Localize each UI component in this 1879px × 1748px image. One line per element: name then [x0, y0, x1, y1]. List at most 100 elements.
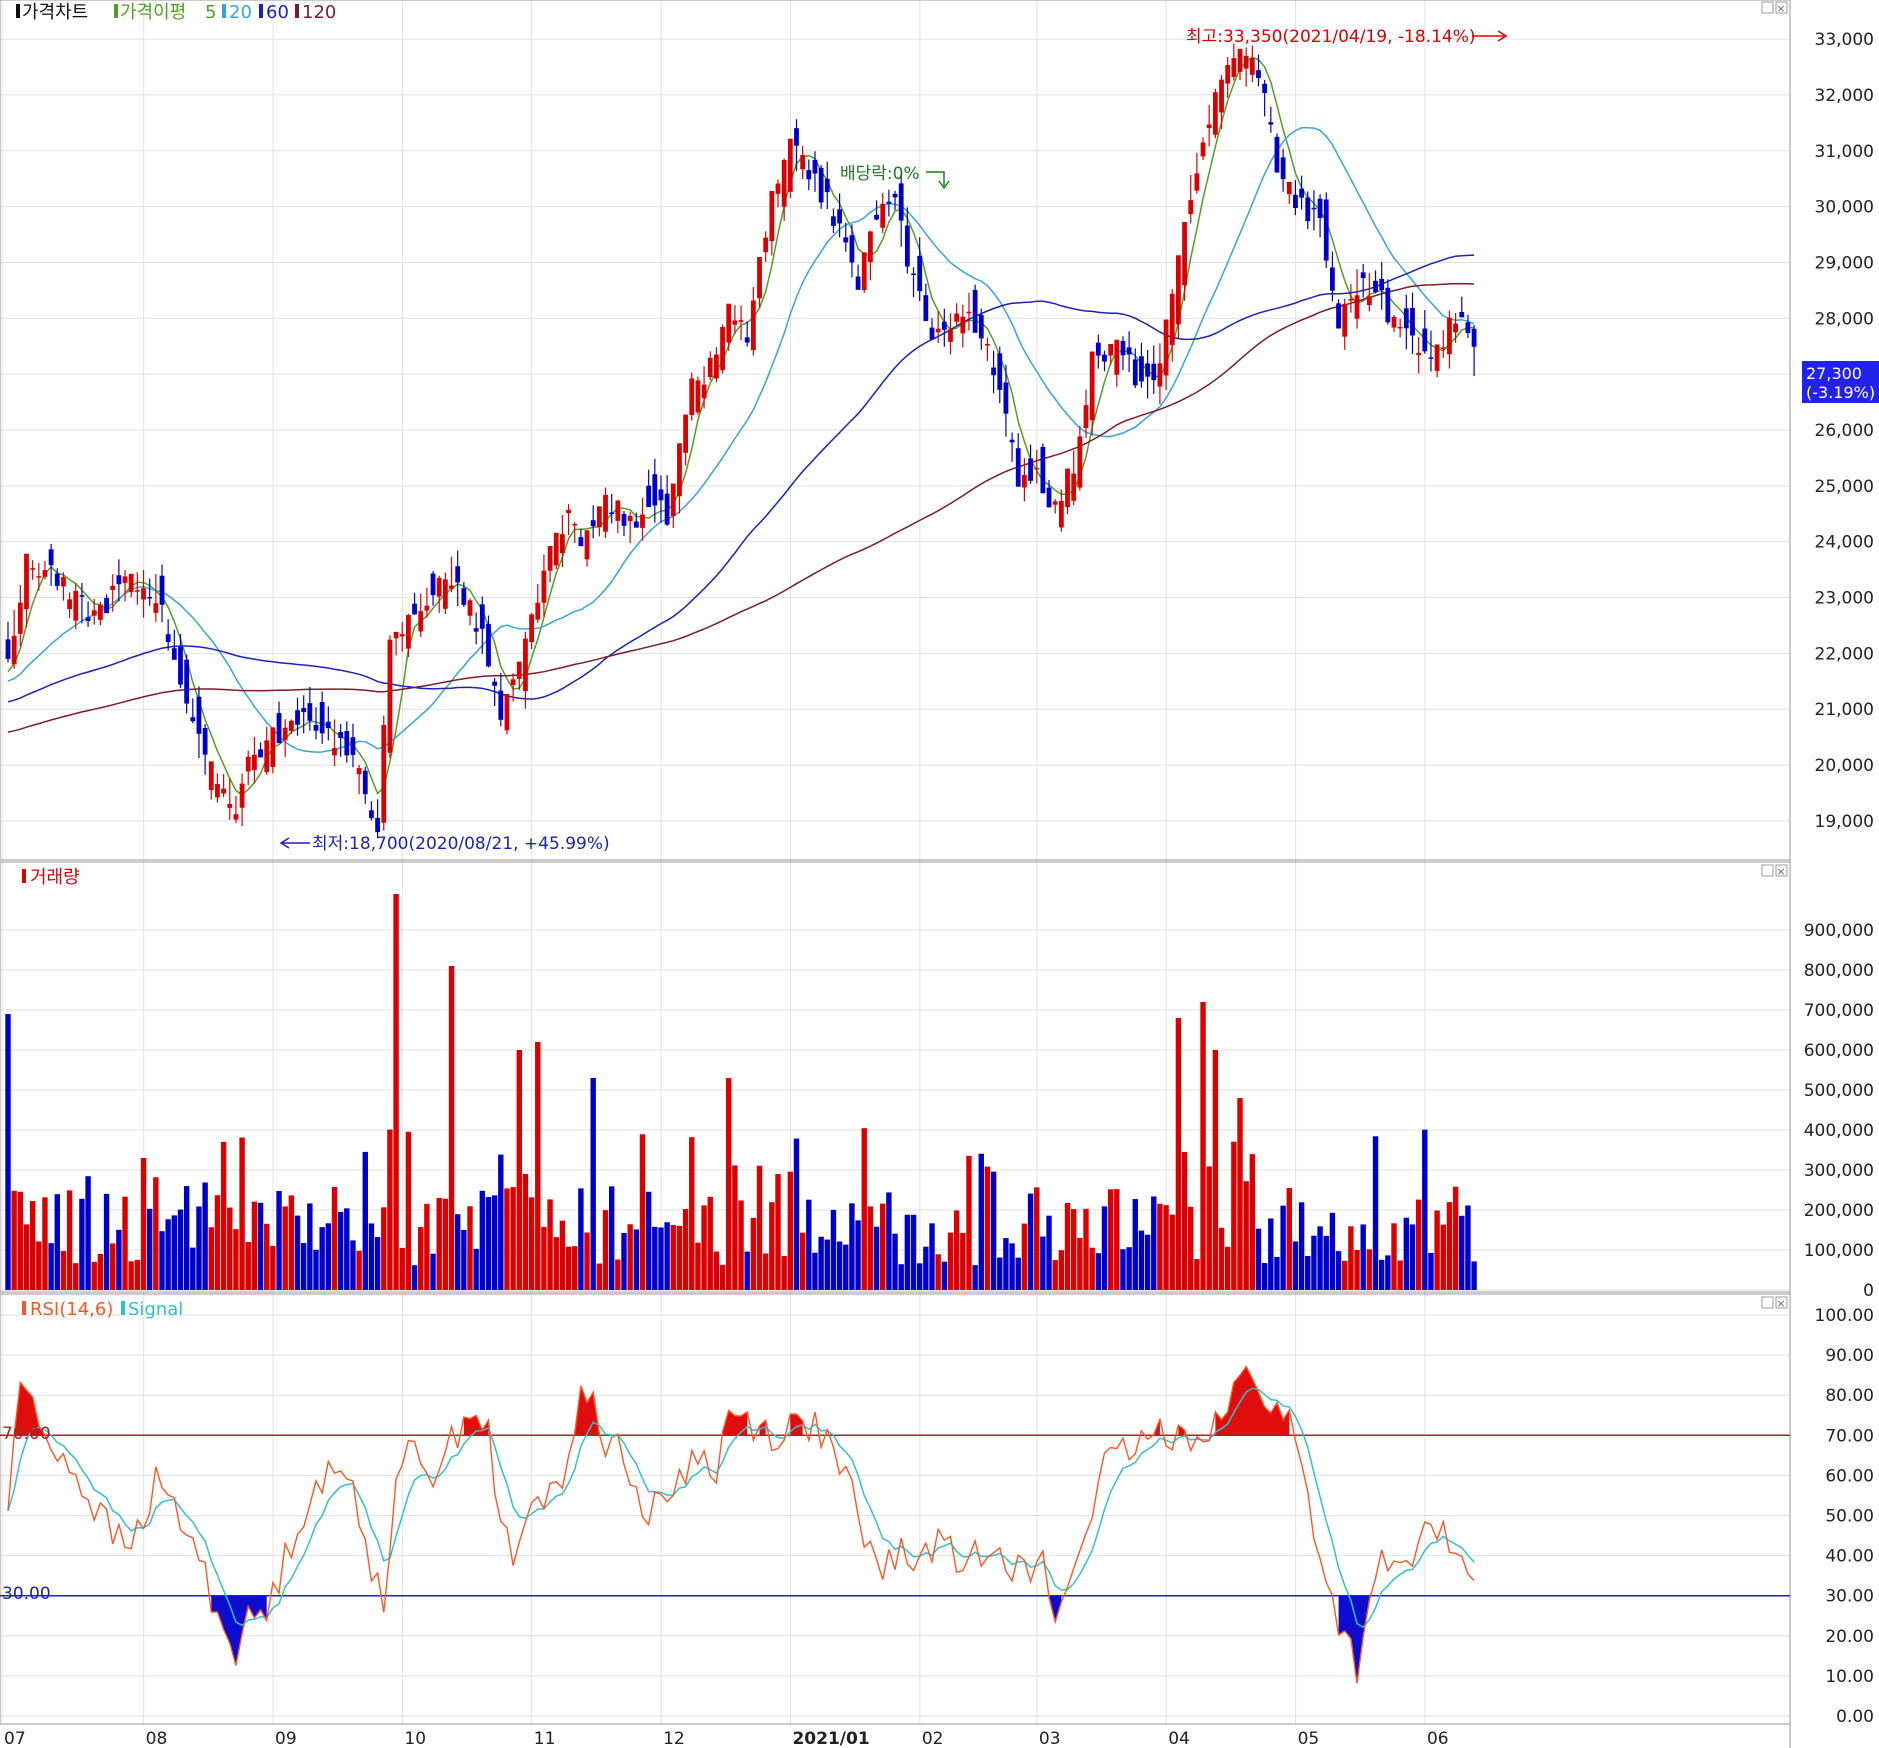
price-y-tick: 24,000 — [1815, 533, 1874, 553]
candle-body — [529, 614, 534, 643]
candle-body — [245, 756, 251, 772]
volume-bar — [849, 1203, 855, 1290]
candle-body — [1391, 316, 1397, 328]
rsi-y-tick: 20.00 — [1825, 1627, 1874, 1647]
volume-bar — [159, 1231, 165, 1290]
volume-bar — [1021, 1223, 1028, 1290]
candle-body — [1163, 319, 1169, 376]
volume-bar — [1422, 1129, 1428, 1290]
candle-body — [1385, 287, 1391, 323]
candle-body — [1188, 200, 1194, 215]
volume-bar — [128, 1261, 134, 1290]
rsi-panel-controls[interactable]: × — [1761, 1296, 1788, 1310]
candle-body — [843, 237, 849, 243]
volume-bar — [1015, 1257, 1021, 1290]
volume-bar — [430, 1253, 436, 1290]
price-y-tick: 25,000 — [1815, 477, 1874, 497]
volume-bar — [892, 1233, 898, 1290]
ma120-line — [7, 282, 1475, 733]
candle-body — [738, 320, 744, 322]
candle-body — [406, 615, 411, 649]
candle-body — [239, 783, 245, 808]
price-y-tick: 30,000 — [1815, 198, 1874, 218]
volume-bar — [1188, 1206, 1194, 1290]
rsi-y-tick: 100.00 — [1815, 1306, 1874, 1326]
svg-text:×: × — [1776, 2, 1785, 15]
candle-body — [344, 731, 350, 756]
volume-bar — [806, 1199, 812, 1290]
candle-body — [590, 520, 596, 527]
signal-title: Signal — [128, 1299, 183, 1320]
candle-body — [1317, 198, 1323, 219]
volume-bar — [898, 1264, 904, 1290]
volume-bar — [978, 1153, 984, 1290]
candle-body — [1428, 357, 1434, 359]
candle-body — [855, 276, 861, 290]
volume-bar — [553, 1237, 559, 1290]
volume-bar — [738, 1200, 744, 1290]
candle-body — [98, 604, 103, 620]
candle-body — [430, 573, 436, 596]
volume-bar — [1298, 1202, 1305, 1290]
volume-bar — [85, 1176, 91, 1290]
volume-bar — [1329, 1212, 1336, 1290]
candle-body — [1003, 382, 1009, 414]
rsi-overbought-fill — [14, 1382, 45, 1436]
candle-body — [301, 708, 307, 713]
candle-body — [831, 216, 836, 226]
candle-body — [1077, 436, 1083, 488]
candle-body — [215, 784, 220, 798]
volume-bar — [997, 1257, 1003, 1290]
candle-body — [233, 814, 239, 820]
volume-panel-controls[interactable]: × — [1761, 864, 1788, 878]
volume-bar — [1095, 1253, 1102, 1290]
candle-body — [812, 159, 818, 174]
rsi-oversold-fill — [211, 1595, 267, 1666]
candle-body — [677, 443, 682, 497]
candle-body — [159, 575, 165, 605]
volume-bar — [1046, 1215, 1052, 1290]
candle-body — [868, 231, 873, 263]
volume-bar — [1040, 1236, 1046, 1290]
candle-body — [11, 635, 17, 665]
volume-bar — [1372, 1136, 1379, 1290]
candle-body — [1132, 359, 1138, 386]
volume-bar — [1064, 1202, 1071, 1290]
volume-bar — [726, 1078, 732, 1290]
volume-bar — [830, 1209, 837, 1290]
candle-body — [1046, 487, 1052, 508]
volume-bar — [1058, 1250, 1065, 1290]
moving-average-lines — [7, 56, 1475, 796]
candle-body — [1256, 70, 1261, 79]
volume-bar — [615, 1259, 621, 1290]
candle-body — [1015, 448, 1021, 487]
volume-bar — [448, 966, 455, 1290]
candle-body — [757, 256, 762, 299]
volume-bar — [855, 1220, 861, 1290]
volume-bar — [818, 1236, 824, 1290]
candle-body — [1052, 501, 1058, 505]
candle-body — [449, 585, 454, 589]
volume-bar — [910, 1214, 917, 1290]
candle-body — [134, 590, 140, 592]
volume-bar — [565, 1246, 572, 1290]
volume-bar — [1378, 1259, 1385, 1290]
price-panel-controls[interactable]: × — [1761, 1, 1788, 15]
volume-bar — [1255, 1228, 1262, 1290]
volume-bar — [516, 1050, 522, 1290]
volume-bar — [941, 1261, 948, 1290]
candle-body — [1243, 55, 1249, 69]
rsi-lower-level-label: 30.00 — [2, 1584, 51, 1604]
volume-bar — [1243, 1181, 1249, 1290]
volume-bar — [621, 1232, 627, 1290]
candle-body — [1231, 58, 1237, 78]
candle-body — [824, 178, 830, 193]
candle-body — [1311, 207, 1317, 210]
grid-lines — [0, 0, 1790, 1724]
candle-body — [1459, 311, 1465, 318]
volume-bar — [793, 1138, 800, 1290]
candle-body — [633, 521, 639, 528]
candle-body — [1145, 363, 1150, 377]
volume-bar — [1027, 1193, 1034, 1290]
volume-bar — [411, 1265, 418, 1290]
